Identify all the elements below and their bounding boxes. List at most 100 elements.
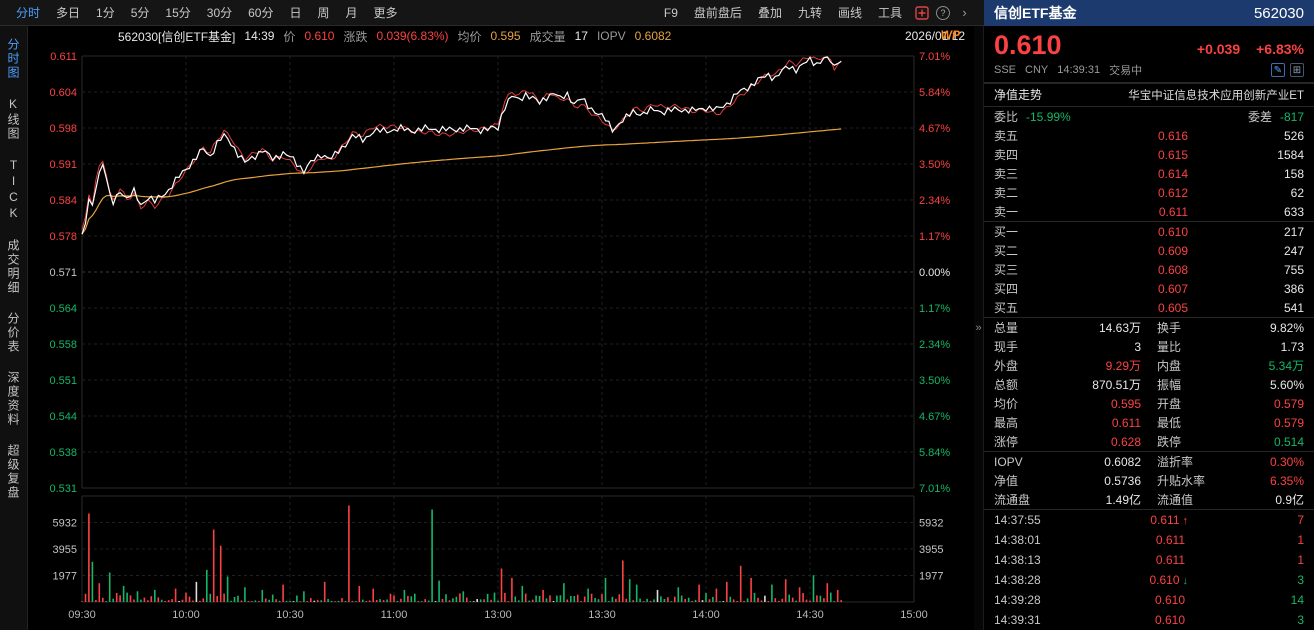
trade-tick-list[interactable]: 14:37:55 0.611 ↑ 7 14:38:01 0.611 1 14:38… (984, 510, 1314, 630)
toolbar-tab[interactable]: 日 (289, 6, 302, 20)
edit-icon[interactable]: ✎ (1271, 63, 1285, 77)
sidebar-item[interactable]: TICK (6, 158, 21, 222)
bid-volume: 755 (1283, 262, 1304, 277)
bid-volume: 217 (1283, 224, 1304, 239)
toolbar-tab[interactable]: 分时 (16, 6, 41, 20)
orderbook-section: 委比 -15.99% 委差 -817 卖五 0.616 526 (984, 107, 1314, 318)
toolbar-tab[interactable]: 5分 (130, 6, 150, 20)
tick-price: 0.611 (1155, 533, 1185, 547)
grid-icon[interactable]: ⊞ (1290, 63, 1304, 77)
svg-text:0.538: 0.538 (49, 447, 77, 459)
svg-text:14:00: 14:00 (692, 609, 720, 621)
ask-levels: 卖五 0.616 526 卖四 0.615 1584 卖三 (984, 126, 1314, 221)
ask-volume: 158 (1283, 166, 1304, 181)
svg-text:0.571: 0.571 (49, 267, 77, 279)
toolbar-tab[interactable]: 周 (317, 6, 330, 20)
price-change: +0.039 (1196, 41, 1241, 57)
iopv-value: 0.9亿 (1275, 493, 1304, 507)
toolbar-tool-item[interactable]: 工具 (877, 6, 902, 20)
tick-time: 14:38:13 (994, 553, 1041, 567)
ask-price: 0.615 (1157, 147, 1188, 162)
last-price: 0.610 (994, 30, 1062, 60)
bid-row[interactable]: 买二 0.609 247 (984, 241, 1314, 260)
ask-row[interactable]: 卖四 0.615 1584 (984, 145, 1314, 164)
iopv-label: IOPV (596, 29, 626, 43)
toolbar-more-icon[interactable]: › (962, 5, 967, 20)
stat-label: 最低 (1157, 416, 1182, 430)
sidebar-item[interactable]: 超级复盘 (6, 444, 20, 500)
ask-volume: 526 (1283, 128, 1304, 143)
toolbar-tab[interactable]: 30分 (206, 6, 233, 20)
sidebar-item[interactable]: K线图 (6, 97, 20, 141)
ask-row[interactable]: 卖五 0.616 526 (984, 126, 1314, 145)
sidebar-item[interactable]: 成交明细 (6, 239, 20, 295)
svg-text:14:30: 14:30 (796, 609, 824, 621)
panel-collapse-handle[interactable]: » (974, 26, 984, 630)
sidebar-item[interactable]: 分价表 (6, 312, 20, 354)
volume-value: 17 (574, 29, 588, 43)
help-icon[interactable]: ? (936, 5, 950, 20)
toolbar-tool-item[interactable]: 九转 (797, 6, 822, 20)
change-label: 涨跌 (343, 29, 368, 44)
ask-volume: 62 (1290, 185, 1304, 200)
trade-tick-row: 14:38:13 0.611 1 (984, 550, 1314, 570)
tick-time: 14:39:31 (994, 613, 1041, 627)
stat-row: 均价 0.595 开盘 0.579 (984, 394, 1314, 413)
tick-direction-icon: ↓ (1182, 575, 1189, 587)
bid-levels: 买一 0.610 217 买二 0.609 247 买三 (984, 222, 1314, 317)
toolbox-icon[interactable] (913, 4, 930, 21)
toolbar-tab[interactable]: 15分 (165, 6, 191, 20)
timeshare-chart[interactable]: 0.611 0.604 0.598 0.591 0.584 0.578 0.571 0.564… (28, 46, 974, 630)
toolbar-tab[interactable]: 1分 (96, 6, 115, 20)
iopv-label: 流通值 (1157, 493, 1194, 507)
bid-row[interactable]: 买三 0.608 755 (984, 260, 1314, 279)
iopv-value: 6.35% (1269, 473, 1304, 488)
svg-text:7.01%: 7.01% (919, 51, 950, 63)
svg-text:0.604: 0.604 (49, 87, 77, 99)
bid-volume: 247 (1283, 243, 1304, 258)
chart-code-name: 562030[信创ETF基金] (118, 29, 236, 44)
iopv-label: 流通盘 (994, 493, 1031, 507)
toolbar-tab[interactable]: 月 (345, 6, 358, 20)
svg-text:0.598: 0.598 (49, 123, 77, 135)
bid-level-label: 买二 (994, 244, 1019, 258)
iopv-value: 0.6082 (634, 29, 672, 43)
ask-row[interactable]: 卖二 0.612 62 (984, 183, 1314, 202)
fund-full-name: 华宝中证信息技术应用创新产业ET (1128, 89, 1304, 102)
tick-price: 0.610 (1154, 593, 1185, 607)
svg-text:5932: 5932 (53, 517, 77, 529)
ask-row[interactable]: 卖三 0.614 158 (984, 164, 1314, 183)
toolbar-tab[interactable]: 更多 (373, 6, 398, 20)
toolbar-tab[interactable]: 60分 (248, 6, 274, 20)
sidebar-item[interactable]: 深度资料 (6, 371, 20, 427)
tick-time: 14:37:55 (994, 513, 1041, 527)
net-value-line (81, 55, 842, 230)
toolbar-tool-item[interactable]: F9 (663, 5, 678, 20)
stat-value: 0.595 (1110, 396, 1141, 411)
bid-row[interactable]: 买四 0.607 386 (984, 279, 1314, 298)
tick-price-wrap: 0.610 (1072, 593, 1188, 607)
weibi-label: 委比 (994, 110, 1019, 124)
quote-time: 14:39:31 (1057, 64, 1101, 76)
toolbar-tool-item[interactable]: 盘前盘后 (693, 6, 742, 20)
bid-row[interactable]: 买五 0.605 541 (984, 298, 1314, 317)
svg-text:09:30: 09:30 (68, 609, 96, 621)
sidebar-item[interactable]: 分时图 (6, 38, 20, 80)
svg-text:5.84%: 5.84% (919, 447, 950, 459)
stat-value: 3 (1134, 339, 1141, 354)
ask-level-label: 卖三 (994, 167, 1019, 181)
toolbar-tab[interactable]: 多日 (56, 6, 81, 20)
toolbar-tool-item[interactable]: 叠加 (757, 6, 782, 20)
svg-text:0.584: 0.584 (49, 195, 77, 207)
bid-row[interactable]: 买一 0.610 217 (984, 222, 1314, 241)
bid-level-label: 买三 (994, 263, 1019, 277)
tick-price-wrap: 0.611 ↑ (1072, 513, 1188, 527)
toolbar-tool-item[interactable]: 画线 (837, 6, 862, 20)
netvalue-trend-link[interactable]: 净值走势 (994, 88, 1043, 102)
weibi-value: -15.99% (1026, 109, 1071, 124)
tick-price: 0.610 (1154, 613, 1185, 627)
quote-panel-header: 信创ETF基金 562030 (984, 0, 1314, 26)
iopv-row: 净值 0.5736 升贴水率 6.35% (984, 471, 1314, 490)
ask-row[interactable]: 卖一 0.611 633 (984, 202, 1314, 221)
ask-level-label: 卖五 (994, 129, 1019, 143)
